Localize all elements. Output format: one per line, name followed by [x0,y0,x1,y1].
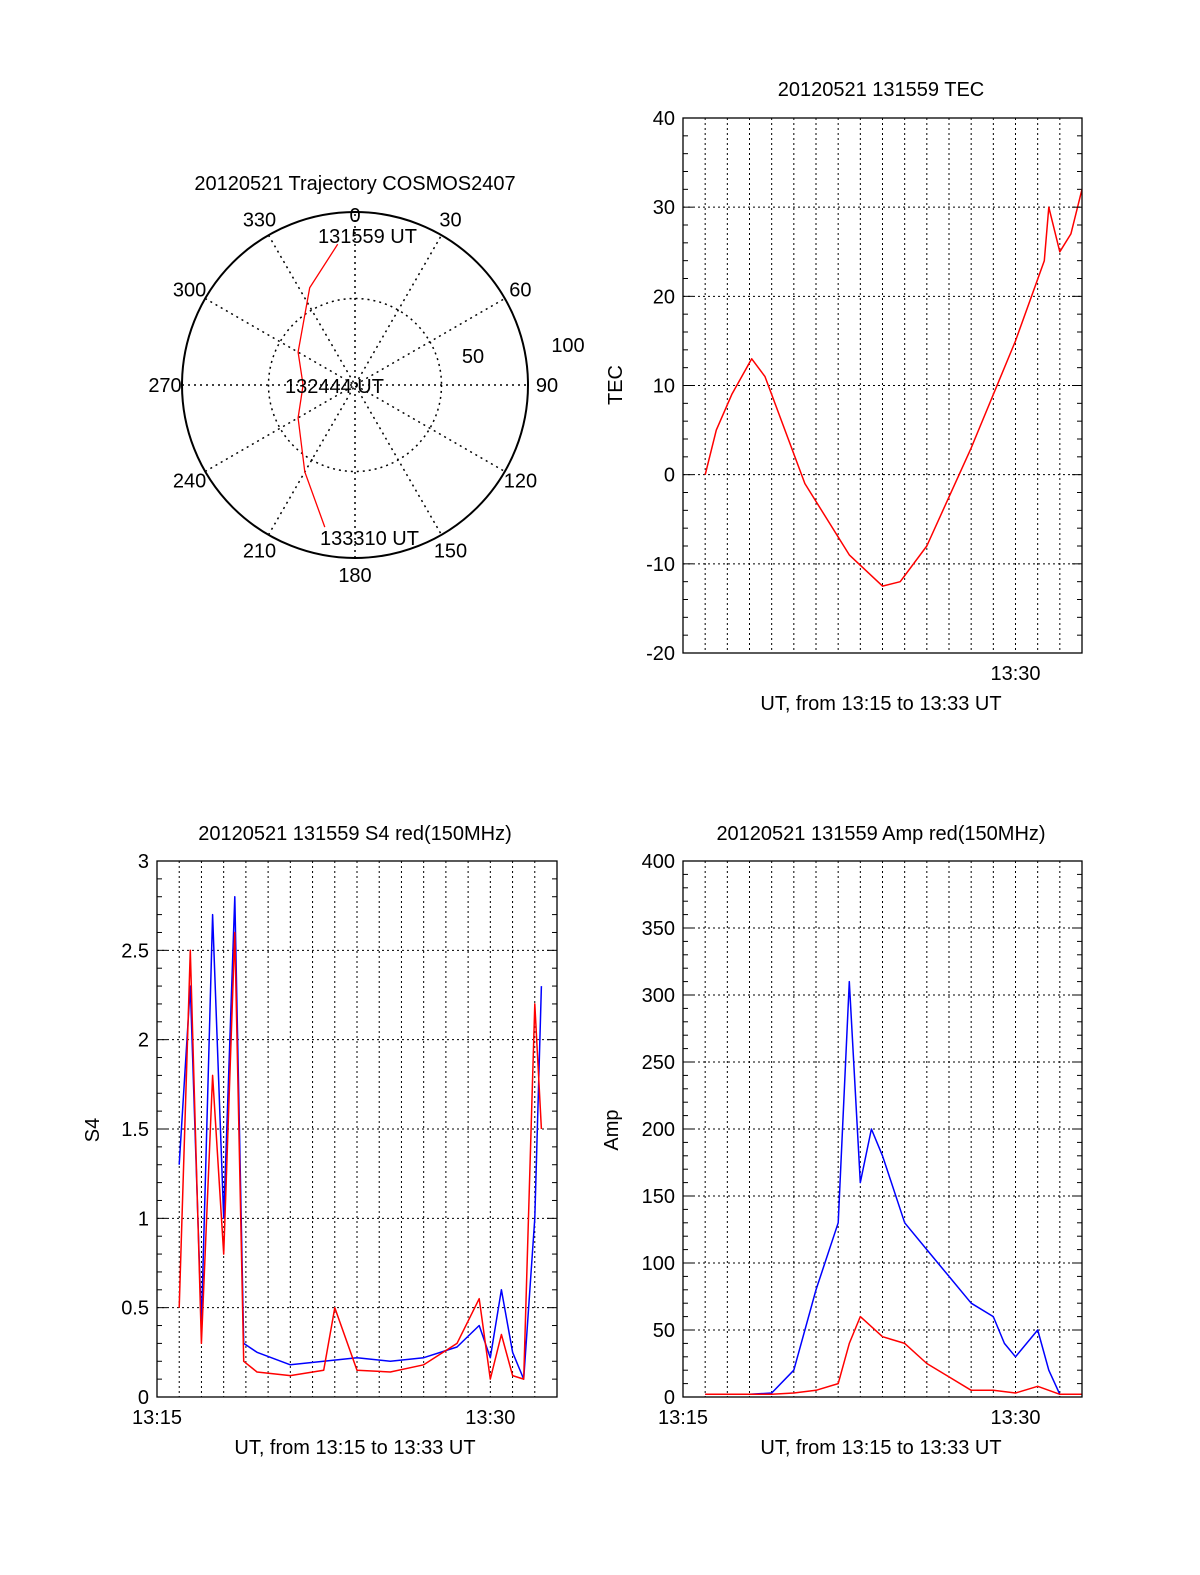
polar-grid [181,211,529,559]
polar-azimuth-labels: 0 30 60 90 120 150 180 210 240 270 300 330 [148,205,558,587]
amp-ytick-label: 100 [642,1253,675,1275]
tec-ytick-label: 30 [653,197,675,219]
amp-ytick-label: 150 [642,1186,675,1208]
tec-xtick-label: 13:30 [990,663,1040,685]
amp-ytick-label: 300 [642,985,675,1007]
polar-spoke [204,297,506,473]
amp-xtick-label: 13:15 [658,1407,708,1429]
s4-ytick-label: 3 [138,851,149,873]
polar-azimuth-label: 150 [434,540,467,562]
amp-series [705,980,1082,1396]
s4-title: 20120521 131559 S4 red(150MHz) [198,823,512,845]
amp-title: 20120521 131559 Amp red(150MHz) [716,823,1045,845]
polar-azimuth-label: 180 [338,565,371,587]
polar-spoke [267,234,443,536]
polar-azimuth-label: 120 [504,471,537,493]
tec-ytick-label: 40 [653,108,675,130]
polar-title: 20120521 Trajectory COSMOS2407 [194,173,515,195]
polar-spoke [267,234,443,536]
tec-series-line-1 [704,189,1082,587]
amp-ytick-label: 0 [664,1387,675,1409]
tec-series [704,189,1082,587]
s4-ytick-label: 1 [138,1208,149,1230]
s4-ytick-label: 2.5 [121,940,149,962]
polar-trajectory-line [297,243,339,528]
tec-chart: 20120521 131559 TEC TEC UT, from 13:15 t… [605,79,1083,715]
amp-xtick-label: 13:30 [990,1407,1040,1429]
s4-ytick-label: 0.5 [121,1298,149,1320]
amp-xlabel: UT, from 13:15 to 13:33 UT [760,1437,1001,1459]
tec-ylabel: TEC [605,365,627,405]
s4-series [178,895,543,1380]
tec-ytick-label: 10 [653,376,675,398]
amp-chart: 20120521 131559 Amp red(150MHz) Amp UT, … [601,823,1083,1459]
amp-ytick-label: 250 [642,1052,675,1074]
amp-ytick-label: 350 [642,918,675,940]
polar-azimuth-label: 90 [536,375,558,397]
polar-azimuth-label: 0 [349,205,360,227]
s4-xtick-label: 13:30 [465,1407,515,1429]
polar-time-annotation: 132444 UT [285,376,384,398]
polar-radial-label: 100 [551,335,584,357]
amp-series-line-2 [705,1315,1082,1396]
amp-ylabel: Amp [601,1109,623,1150]
s4-ytick-label: 0 [138,1387,149,1409]
s4-series-line-1 [178,895,543,1380]
polar-azimuth-label: 240 [173,471,206,493]
s4-ytick-label: 1.5 [121,1119,149,1141]
polar-azimuth-label: 60 [509,280,531,302]
polar-azimuth-label: 300 [173,280,206,302]
s4-chart: 20120521 131559 S4 red(150MHz) S4 UT, fr… [82,823,558,1459]
polar-azimuth-label: 210 [243,540,276,562]
amp-ytick-label: 400 [642,851,675,873]
s4-ytick-label: 2 [138,1030,149,1052]
polar-time-annotation: 131559 UT [318,226,417,248]
tec-ytick-label: -20 [646,643,675,665]
polar-time-annotation: 133310 UT [320,528,419,550]
tec-ytick-label: 0 [664,465,675,487]
polar-azimuth-label: 270 [148,375,181,397]
tec-ytick-label: -10 [646,554,675,576]
polar-radial-label: 50 [462,346,484,368]
polar-spoke [204,297,506,473]
polar-annotations: 131559 UT 132444 UT 133310 UT [285,226,419,550]
polar-trajectory [297,243,339,528]
s4-xlabel: UT, from 13:15 to 13:33 UT [234,1437,475,1459]
amp-ytick-label: 200 [642,1119,675,1141]
tec-xlabel: UT, from 13:15 to 13:33 UT [760,693,1001,715]
amp-ytick-label: 50 [653,1320,675,1342]
s4-ylabel: S4 [82,1118,104,1142]
amp-series-line-1 [705,980,1082,1396]
polar-radial-labels: 50 100 [462,335,585,368]
polar-azimuth-label: 30 [439,210,461,232]
s4-xtick-label: 13:15 [132,1407,182,1429]
tec-ytick-label: 20 [653,286,675,308]
s4-series-line-2 [178,931,543,1380]
polar-azimuth-label: 330 [243,210,276,232]
trajectory-polar-chart: 20120521 Trajectory COSMOS2407 0 30 60 90 12… [148,173,584,587]
tec-title: 20120521 131559 TEC [778,79,984,101]
